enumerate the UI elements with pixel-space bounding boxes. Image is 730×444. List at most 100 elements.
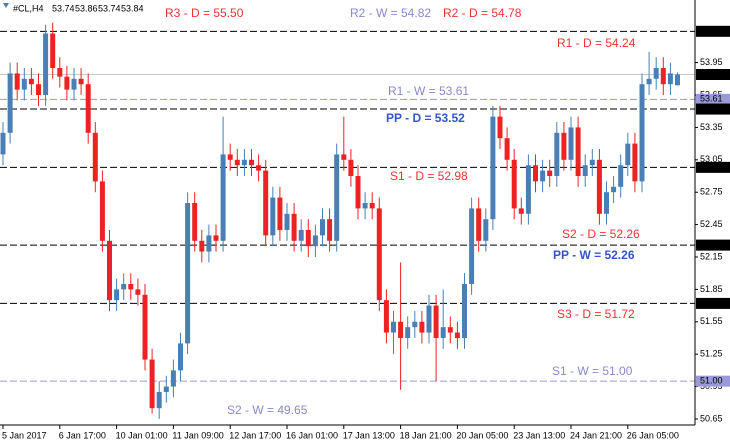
level-label: 53.61 [700, 94, 723, 104]
candle-body [476, 208, 482, 241]
candle-body [575, 127, 581, 177]
candle-body [234, 159, 240, 166]
candle-body [604, 192, 609, 214]
candle-body [383, 300, 389, 333]
candle-body [369, 202, 375, 209]
y-tick-label: 52.75 [700, 187, 723, 197]
x-tick-label: 24 Jan 21:00 [570, 430, 622, 440]
candle-body [114, 289, 120, 301]
candle-body [149, 359, 155, 409]
candle-body [0, 132, 6, 155]
level-box [696, 239, 730, 251]
y-tick-label: 53.05 [700, 154, 723, 164]
x-tick-label: 6 Jan 17:00 [59, 430, 106, 440]
candle-body [199, 240, 205, 252]
candle-body [433, 305, 439, 338]
candle-body [277, 197, 283, 230]
y-tick-label: 51.85 [700, 284, 723, 294]
y-tick-label: 52.15 [700, 251, 723, 261]
candle-body [99, 181, 105, 241]
candle-body [284, 213, 290, 230]
candle-body [511, 159, 517, 209]
candle-body [405, 327, 411, 338]
candle-body [667, 73, 673, 85]
candle-body [426, 305, 432, 333]
x-tick-label: 20 Jan 05:00 [456, 430, 508, 440]
level-label: 51.72 [700, 298, 723, 308]
level-label: 53.52 [700, 103, 723, 113]
level-box [696, 375, 730, 387]
candle-body [192, 202, 198, 241]
candle-body [490, 116, 496, 220]
candle-body [341, 154, 347, 160]
x-tick-label: 10 Jan 01:00 [116, 430, 168, 440]
level-label: 53.84 [700, 69, 723, 79]
candle-body [447, 327, 453, 333]
x-tick-label: 11 Jan 09:00 [172, 430, 223, 440]
candle-body [156, 391, 162, 409]
candle-body [639, 84, 645, 182]
candle-body [646, 78, 652, 85]
annotation: S2 - D = 52.26 [562, 227, 640, 241]
candle-body [525, 165, 531, 214]
candle-body [43, 33, 49, 96]
candle-body [376, 208, 382, 301]
candle-body [540, 170, 546, 182]
candle-body [128, 283, 134, 290]
candle-body [142, 294, 148, 360]
y-tick-label: 52.45 [700, 219, 723, 229]
x-tick-label: 23 Jan 13:00 [513, 430, 565, 440]
annotation: R2 - W = 54.82 [350, 6, 431, 20]
y-tick-label: 51.55 [700, 316, 723, 326]
level-label: 54.24 [700, 26, 723, 36]
candle-body [249, 159, 254, 166]
candle-body [270, 197, 276, 236]
header: #CL,H4 53.74 53.86 53.74 53.84 [3, 3, 144, 13]
x-tick-label: 5 Jan 2017 [2, 430, 47, 440]
annotation: PP - D = 53.52 [386, 111, 465, 125]
annotation: PP - W = 52.26 [553, 248, 635, 262]
candle-body [298, 229, 304, 241]
candle-body [554, 132, 560, 177]
candle-body [78, 78, 84, 85]
level-label: 51.00 [700, 376, 723, 386]
plot-area [0, 22, 695, 419]
annotation: R1 - W = 53.61 [388, 84, 469, 98]
candle-body [675, 74, 680, 86]
annotation: S3 - D = 51.72 [557, 307, 635, 321]
level-box [696, 161, 730, 173]
candle-body [185, 202, 191, 344]
candle-body [547, 170, 553, 177]
candle-body [355, 176, 361, 209]
candle-body [263, 170, 269, 236]
candle-body [497, 116, 503, 139]
level-box [696, 25, 730, 37]
candle-body [596, 159, 602, 214]
candle-body [57, 68, 63, 77]
y-tick-label: 53.35 [700, 122, 723, 132]
candle-body [178, 343, 183, 371]
candle-body [348, 159, 354, 177]
candle-body [334, 154, 340, 241]
header-icon [3, 3, 9, 8]
candle-body [582, 165, 588, 177]
header-open: 53.74 [52, 3, 75, 13]
level-box [696, 297, 730, 309]
candle-body [632, 143, 638, 182]
candle-body [589, 159, 595, 166]
x-tick-label: 26 Jan 05:00 [627, 430, 679, 440]
level-label: 52.98 [700, 162, 723, 172]
header-low: 53.74 [98, 3, 121, 13]
annotation: S2 - W = 49.65 [227, 403, 308, 417]
candle-body [518, 208, 524, 214]
candle-body [227, 154, 233, 160]
candle-body [653, 68, 659, 79]
candle-body [391, 321, 396, 333]
candle-body [213, 235, 219, 241]
candle-body [14, 73, 20, 90]
x-tick-label: 12 Jan 17:00 [229, 430, 281, 440]
annotation: R2 - D = 54.78 [443, 6, 522, 20]
candle-body [21, 78, 27, 90]
